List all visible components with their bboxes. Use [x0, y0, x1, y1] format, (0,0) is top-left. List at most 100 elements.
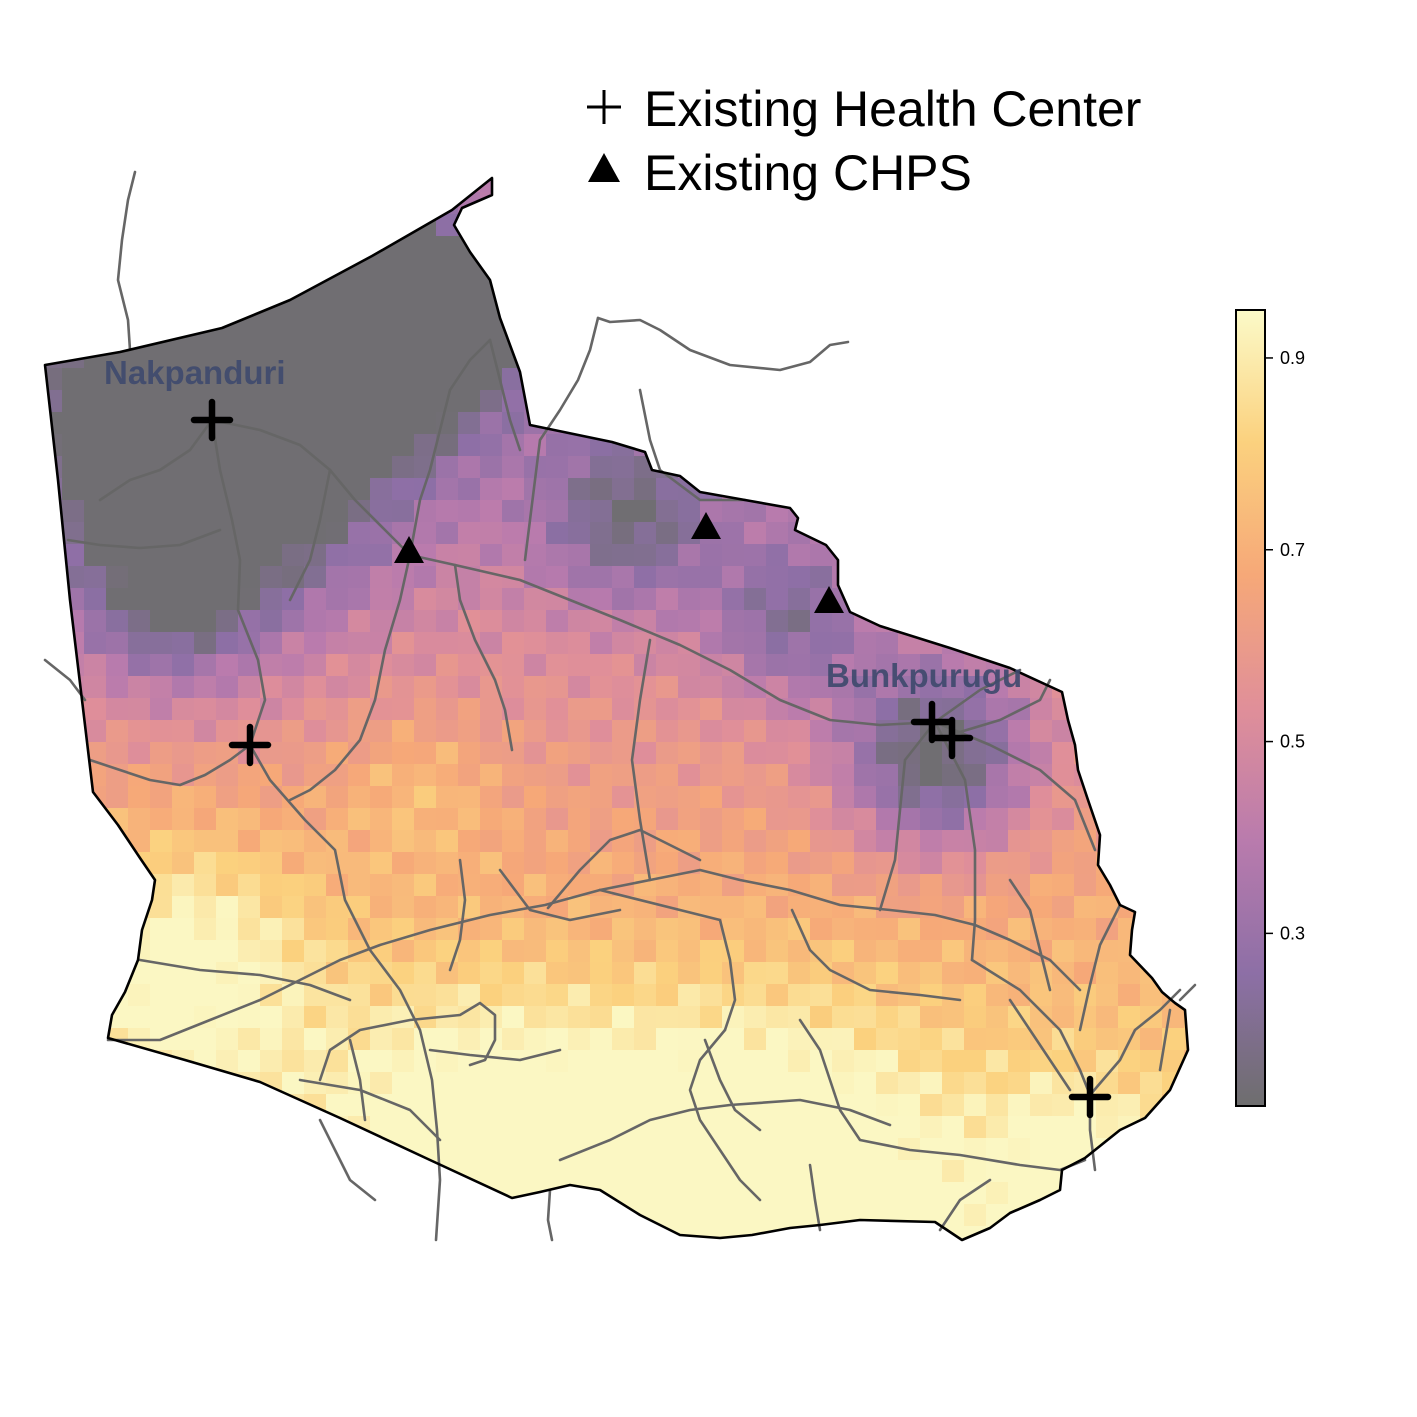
raster-cell: [1008, 1138, 1031, 1161]
raster-cell: [832, 302, 855, 325]
raster-cell: [194, 808, 217, 831]
raster-cell: [766, 610, 789, 633]
raster-cell: [700, 1050, 723, 1073]
raster-cell: [1162, 412, 1185, 435]
raster-cell: [62, 192, 85, 215]
raster-cell: [524, 764, 547, 787]
raster-cell: [568, 1160, 591, 1183]
raster-cell: [1074, 720, 1097, 743]
raster-cell: [876, 676, 899, 699]
raster-cell: [436, 984, 459, 1007]
raster-cell: [832, 610, 855, 633]
raster-cell: [920, 434, 943, 457]
raster-cell: [1162, 1226, 1185, 1240]
raster-cell: [480, 1248, 503, 1271]
raster-cell: [1008, 500, 1031, 523]
raster-cell: [62, 874, 85, 897]
raster-cell: [964, 544, 987, 567]
raster-cell: [810, 258, 833, 281]
raster-cell: [150, 522, 173, 545]
road-segment: [1008, 878, 1052, 992]
raster-cell: [612, 742, 635, 765]
raster-cell: [942, 786, 965, 809]
raster-cell: [810, 566, 833, 589]
raster-cell: [788, 214, 811, 237]
raster-cell: [832, 1138, 855, 1161]
raster-cell: [700, 434, 723, 457]
raster-cell: [1118, 874, 1141, 897]
raster-cell: [326, 434, 349, 457]
raster-cell: [194, 1226, 217, 1240]
raster-cell: [370, 368, 393, 391]
raster-cell: [1030, 346, 1053, 369]
raster-cell: [832, 874, 855, 897]
raster-cell: [1096, 280, 1119, 303]
raster-cell: [348, 522, 371, 545]
raster-cell: [788, 1072, 811, 1095]
raster-cell: [1140, 1094, 1163, 1117]
raster-cell: [45, 302, 63, 325]
raster-cell: [854, 1182, 877, 1205]
raster-cell: [656, 522, 679, 545]
raster-cell: [216, 236, 239, 259]
raster-cell: [568, 720, 591, 743]
raster-cell: [45, 368, 63, 391]
raster-cell: [370, 566, 393, 589]
raster-cell: [150, 566, 173, 589]
raster-cell: [964, 434, 987, 457]
raster-cell: [436, 412, 459, 435]
raster-cell: [1118, 236, 1141, 259]
raster-cell: [480, 324, 503, 347]
raster-cell: [414, 808, 437, 831]
raster-cell: [458, 720, 481, 743]
raster-cell: [656, 1182, 679, 1205]
raster-cell: [106, 962, 129, 985]
raster-cell: [898, 390, 921, 413]
raster-cell: [326, 830, 349, 853]
raster-cell: [832, 522, 855, 545]
raster-cell: [216, 830, 239, 853]
raster-cell: [1118, 786, 1141, 809]
raster-cell: [656, 1006, 679, 1029]
raster-cell: [854, 390, 877, 413]
chps-marker: [814, 586, 844, 613]
raster-cell: [62, 412, 85, 435]
raster-cell: [1184, 764, 1188, 787]
raster-cell: [194, 1028, 217, 1051]
raster-cell: [326, 1006, 349, 1029]
raster-cell: [1184, 984, 1188, 1007]
raster-cell: [854, 588, 877, 611]
raster-cell: [238, 1116, 261, 1139]
raster-cell: [898, 456, 921, 479]
raster-cell: [194, 192, 217, 215]
raster-cell: [1140, 874, 1163, 897]
raster-cell: [744, 544, 767, 567]
raster-cell: [898, 874, 921, 897]
raster-cell: [942, 1182, 965, 1205]
raster-cell: [1052, 566, 1075, 589]
raster-cell: [480, 1116, 503, 1139]
raster-cell: [304, 324, 327, 347]
raster-cell: [1074, 610, 1097, 633]
raster-cell: [304, 918, 327, 941]
raster-cell: [282, 478, 305, 501]
raster-cell: [656, 808, 679, 831]
raster-cell: [370, 1204, 393, 1227]
road-segment: [453, 563, 514, 752]
raster-cell: [304, 1028, 327, 1051]
raster-cell: [45, 434, 63, 457]
raster-cell: [722, 654, 745, 677]
raster-cell: [238, 1182, 261, 1205]
raster-cell: [568, 236, 591, 259]
raster-cell: [194, 258, 217, 281]
raster-cell: [84, 368, 107, 391]
raster-cell: [150, 456, 173, 479]
raster-cell: [568, 544, 591, 567]
raster-cell: [128, 456, 151, 479]
raster-cell: [1096, 368, 1119, 391]
raster-cell: [766, 808, 789, 831]
raster-cell: [392, 742, 415, 765]
raster-cell: [436, 962, 459, 985]
raster-cell: [634, 500, 657, 523]
road-segment: [210, 418, 937, 727]
